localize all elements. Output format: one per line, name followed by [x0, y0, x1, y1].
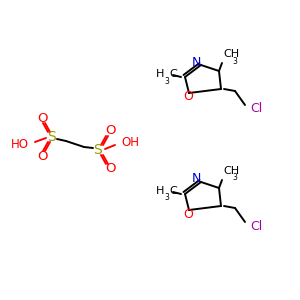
Text: 3: 3: [164, 194, 169, 202]
Text: N: N: [191, 172, 201, 185]
Text: O: O: [105, 124, 115, 137]
Text: 3: 3: [232, 56, 237, 65]
Text: CH: CH: [223, 49, 239, 59]
Text: C: C: [169, 186, 177, 196]
Text: O: O: [183, 91, 193, 103]
Text: N: N: [191, 56, 201, 68]
Text: 3: 3: [232, 173, 237, 182]
Text: C: C: [169, 69, 177, 79]
Text: 3: 3: [164, 76, 169, 85]
Text: CH: CH: [223, 166, 239, 176]
Text: O: O: [105, 163, 115, 176]
Text: O: O: [37, 112, 47, 124]
Text: H: H: [156, 186, 164, 196]
Text: Cl: Cl: [250, 220, 262, 232]
Text: Cl: Cl: [250, 103, 262, 116]
Text: HO: HO: [11, 137, 29, 151]
Text: O: O: [183, 208, 193, 220]
Text: O: O: [37, 149, 47, 163]
Text: S: S: [94, 143, 102, 157]
Text: H: H: [156, 69, 164, 79]
Text: OH: OH: [121, 136, 139, 149]
Text: S: S: [48, 130, 56, 144]
